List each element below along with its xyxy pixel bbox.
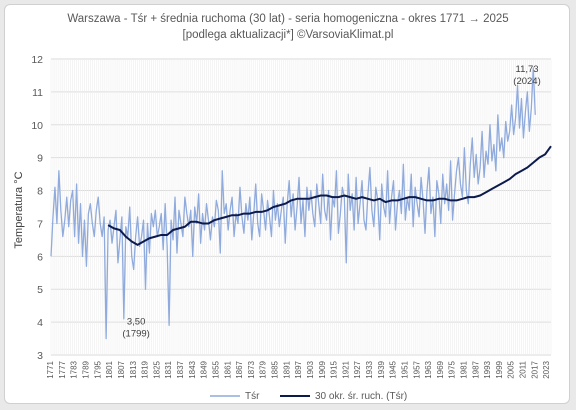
x-tick-label: 2005 [507,360,516,378]
y-tick-label: 12 [31,54,43,66]
annotation-max-value: 11,73 [515,64,538,75]
annotations: 3,50 (1799) 11,73 (2024) [122,64,540,340]
x-tick-label: 1819 [141,360,150,378]
x-tick-label: 1789 [82,360,91,378]
x-tick-label: 1843 [188,360,197,378]
x-tick-label: 1771 [46,360,55,378]
x-tick-label: 1933 [365,360,374,378]
x-tick-label: 1837 [176,360,185,378]
x-tick-label: 1813 [129,360,138,378]
x-tick-label: 1801 [105,360,114,378]
x-tick-label: 1807 [117,360,126,378]
legend: Tśr 30 okr. śr. ruch. (Tśr) [210,391,407,402]
x-tick-label: 1873 [247,360,256,378]
y-tick-label: 8 [37,186,43,198]
x-tick-label: 1861 [223,360,232,378]
x-tick-label: 1849 [200,360,209,378]
x-tick-label: 1951 [400,360,409,378]
y-tick-label: 9 [37,153,43,165]
x-tick-label: 1855 [211,360,220,378]
x-tick-label: 1867 [235,360,244,378]
x-tick-label: 2011 [519,360,528,378]
x-tick-label: 1909 [318,360,327,378]
y-tick-label: 6 [37,251,43,263]
x-tick-labels: 1771 1777 1783 1789 1795 1801 1807 1813 1819 1825… [46,360,551,378]
x-tick-label: 1921 [341,360,350,378]
x-tick-label: 1795 [93,360,102,378]
x-tick-label: 1993 [483,360,492,378]
y-axis-label: Temperatura °C [13,171,25,248]
x-tick-label: 2017 [530,360,539,378]
x-tick-label: 1915 [330,360,339,378]
x-tick-label: 1903 [306,360,315,378]
series-line-annual-mean [50,67,536,340]
legend-label-moving-average: 30 okr. śr. ruch. (Tśr) [315,391,407,402]
x-tick-label: 1927 [353,360,362,378]
x-tick-label: 1939 [377,360,386,378]
y-tick-label: 11 [32,87,43,99]
x-tick-label: 1963 [424,360,433,378]
x-tick-label: 1957 [412,360,421,378]
annotation-min-value: 3,50 [127,317,146,328]
x-tick-label: 1891 [282,360,291,378]
annotation-max-year: (2024) [513,76,540,87]
x-tick-label: 1975 [448,360,457,378]
chart: Warszawa - Tśr + średnia ruchoma (30 lat… [13,13,552,402]
x-tick-label: 1885 [271,360,280,378]
chart-card: Warszawa - Tśr + średnia ruchoma (30 lat… [4,4,570,404]
x-tick-label: 2023 [542,360,551,378]
x-tick-label: 1969 [436,360,445,378]
x-tick-label: 1825 [152,360,161,378]
y-tick-label: 4 [37,317,43,329]
legend-label-annual: Tśr [245,391,260,402]
x-tick-label: 1987 [471,360,480,378]
x-tick-label: 1777 [58,360,67,378]
x-tick-label: 1999 [495,360,504,378]
chart-subtitle: [podlega aktualizacji*] ©VarsoviaKlimat.… [183,29,394,41]
x-tick-label: 1897 [294,360,303,378]
y-tick-label: 3 [37,350,43,362]
y-tick-labels: 3 4 5 6 7 8 9 10 11 12 [31,54,43,362]
chart-title: Warszawa - Tśr + średnia ruchoma (30 lat… [67,13,508,25]
x-tick-label: 1879 [259,360,268,378]
y-tick-label: 7 [37,218,43,230]
y-tick-label: 5 [37,284,43,296]
x-tick-label: 1831 [164,360,173,378]
x-tick-label: 1945 [389,360,398,378]
series-line-moving-average [107,145,552,246]
annotation-min-year: (1799) [122,329,149,340]
grid-lines [50,58,552,356]
y-tick-label: 10 [31,120,43,132]
x-tick-label: 1783 [70,360,79,378]
x-tick-label: 1981 [459,360,468,378]
